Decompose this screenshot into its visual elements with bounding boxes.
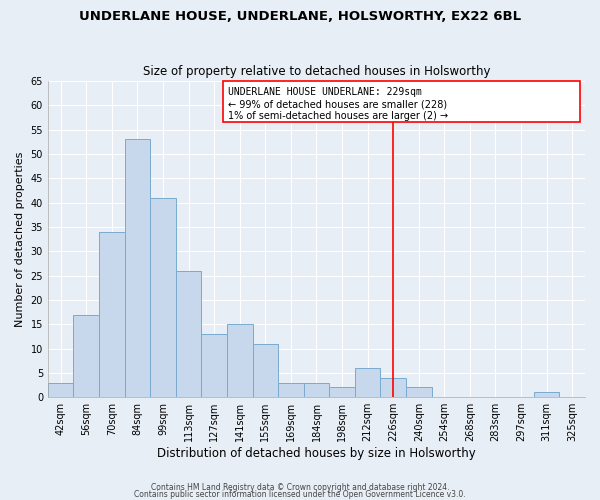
Bar	[73, 314, 99, 397]
Y-axis label: Number of detached properties: Number of detached properties	[15, 152, 25, 327]
Bar	[227, 324, 253, 397]
Bar	[329, 388, 355, 397]
Bar	[150, 198, 176, 397]
Bar	[99, 232, 125, 397]
Text: Contains public sector information licensed under the Open Government Licence v3: Contains public sector information licen…	[134, 490, 466, 499]
Text: Contains HM Land Registry data © Crown copyright and database right 2024.: Contains HM Land Registry data © Crown c…	[151, 484, 449, 492]
Bar	[304, 382, 329, 397]
Bar	[534, 392, 559, 397]
Text: ← 99% of detached houses are smaller (228): ← 99% of detached houses are smaller (22…	[228, 100, 448, 110]
Bar	[125, 140, 150, 397]
Text: 1% of semi-detached houses are larger (2) →: 1% of semi-detached houses are larger (2…	[228, 111, 448, 121]
Bar	[202, 334, 227, 397]
Bar	[253, 344, 278, 397]
Bar	[380, 378, 406, 397]
Bar	[278, 382, 304, 397]
Bar	[176, 270, 202, 397]
Text: UNDERLANE HOUSE UNDERLANE: 229sqm: UNDERLANE HOUSE UNDERLANE: 229sqm	[228, 87, 422, 97]
Title: Size of property relative to detached houses in Holsworthy: Size of property relative to detached ho…	[143, 66, 490, 78]
FancyBboxPatch shape	[223, 81, 580, 122]
Bar	[355, 368, 380, 397]
Text: UNDERLANE HOUSE, UNDERLANE, HOLSWORTHY, EX22 6BL: UNDERLANE HOUSE, UNDERLANE, HOLSWORTHY, …	[79, 10, 521, 23]
Bar	[406, 388, 431, 397]
X-axis label: Distribution of detached houses by size in Holsworthy: Distribution of detached houses by size …	[157, 447, 476, 460]
Bar	[48, 382, 73, 397]
